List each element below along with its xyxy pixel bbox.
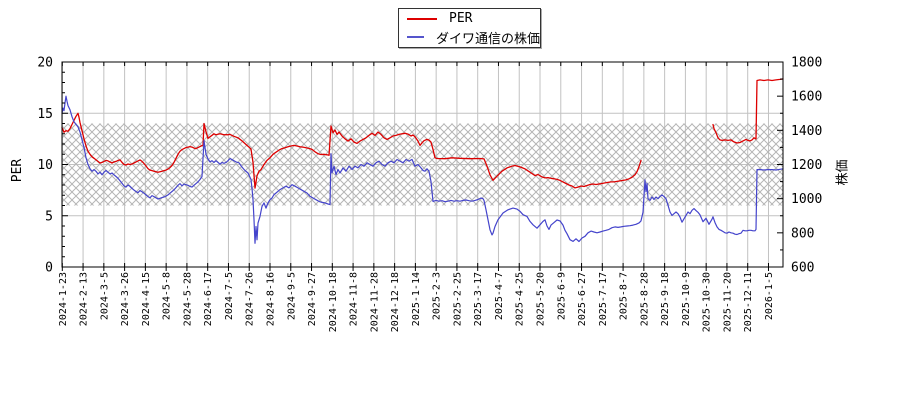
legend-label-per: PER (449, 11, 473, 27)
y-right-tick-label: 1000 (791, 192, 822, 207)
x-tick-label: 2025-4-7 (494, 272, 505, 320)
x-tick-label: 2025-12-11 (743, 272, 754, 332)
x-tick-label: 2025-1-14 (411, 272, 422, 326)
x-tick-label: 2024-12-18 (390, 272, 401, 332)
legend-item-per: PER (399, 10, 540, 27)
x-tick-label: 2025-8-28 (639, 272, 650, 326)
x-tick-label: 2025-8-7 (619, 272, 630, 320)
per-range-band (62, 123, 783, 206)
stock-price-line (61, 95, 784, 244)
y-right-tick-label: 1800 (791, 56, 822, 71)
x-tick-label: 2025-2-3 (432, 272, 443, 320)
y-left-tick-label: 15 (37, 107, 53, 122)
x-tick-label: 2024-10-18 (328, 272, 339, 332)
x-tick-label: 2025-4-25 (515, 272, 526, 326)
legend: PER ダイワ通信の株価 (398, 8, 541, 48)
x-tick-label: 2024-8-16 (266, 272, 277, 326)
x-tick-label: 2024-11-28 (369, 272, 380, 332)
y-right-tick-label: 800 (791, 226, 814, 241)
y-right-tick-label: 600 (791, 261, 814, 276)
x-tick-label: 2025-10-30 (702, 272, 713, 332)
x-tick-label: 2025-11-20 (722, 272, 733, 332)
x-tick-label: 2024-6-17 (203, 272, 214, 326)
y-right-axis-title: 株価 (835, 159, 851, 186)
x-tick-label: 2025-2-25 (452, 272, 463, 326)
x-tick-label: 2024-9-27 (307, 272, 318, 326)
x-tick-label: 2024-2-13 (79, 272, 90, 326)
x-tick-label: 2025-10-9 (681, 272, 692, 326)
per-line-swatch (407, 17, 437, 20)
y-left-tick-label: 5 (45, 209, 53, 224)
x-tick-label: 2024-7-5 (224, 272, 235, 320)
x-tick-label: 2024-5-8 (162, 272, 173, 320)
x-tick-label: 2025-3-17 (473, 272, 484, 326)
y-right-tick-label: 1400 (791, 124, 822, 139)
y-left-tick-label: 20 (37, 56, 53, 71)
axis-ticks (61, 61, 783, 271)
legend-label-stock-price: ダイワ通信の株価 (435, 31, 540, 47)
x-tick-label: 2024-1-23 (58, 272, 69, 326)
per-line (61, 78, 784, 189)
x-tick-label: 2024-4-15 (141, 272, 152, 326)
x-tick-label: 2024-9-5 (286, 272, 297, 320)
y-right-tick-label: 1200 (791, 158, 822, 173)
x-tick-label: 2024-3-26 (120, 272, 131, 326)
x-tick-label: 2025-6-9 (556, 272, 567, 320)
legend-item-stock-price: ダイワ通信の株価 (399, 29, 540, 47)
y-left-axis-title: PER (10, 158, 26, 183)
x-tick-label: 2026-1-5 (764, 272, 775, 320)
x-tick-label: 2024-3-5 (99, 272, 110, 320)
y-right-tick-label: 1600 (791, 90, 822, 105)
x-tick-label: 2025-5-20 (536, 272, 547, 326)
stock-price-line-swatch (407, 36, 424, 39)
x-tick-label: 2025-9-18 (660, 272, 671, 326)
x-tick-label: 2024-7-26 (245, 272, 256, 326)
x-tick-label: 2024-5-28 (182, 272, 193, 326)
x-tick-label: 2024-11-8 (349, 272, 360, 326)
x-tick-label: 2025-7-17 (598, 272, 609, 326)
y-left-tick-label: 10 (37, 158, 53, 173)
x-tick-label: 2025-6-27 (577, 272, 588, 326)
y-left-tick-label: 0 (45, 261, 53, 276)
